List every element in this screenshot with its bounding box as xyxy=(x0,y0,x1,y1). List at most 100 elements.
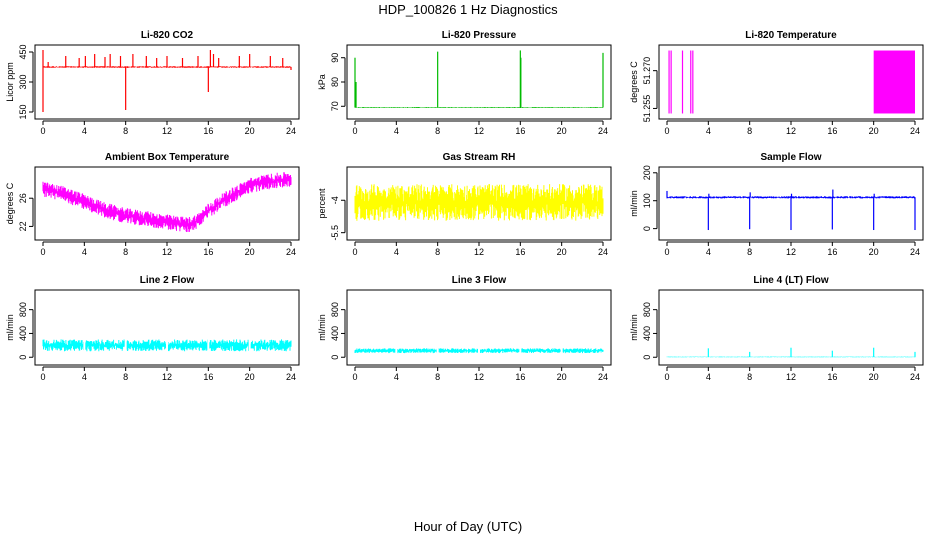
y-tick-label: 80 xyxy=(330,77,340,87)
x-tick-label: 24 xyxy=(598,247,608,257)
y-tick-label: 200 xyxy=(642,165,652,180)
x-tick-label: 16 xyxy=(827,247,837,257)
y-tick-label: 300 xyxy=(18,74,28,89)
plot-frame xyxy=(346,44,612,120)
panel-title: Li-820 Temperature xyxy=(745,30,837,41)
y-tick-label: 0 xyxy=(642,226,652,231)
x-tick-label: 0 xyxy=(664,372,669,382)
y-tick-label: 0 xyxy=(18,355,28,360)
x-tick-label: 8 xyxy=(747,126,752,136)
panel-title: Li-820 Pressure xyxy=(442,30,517,41)
y-tick-label: 800 xyxy=(18,302,28,317)
y-axis-title: percent xyxy=(317,188,327,219)
x-tick-label: 20 xyxy=(557,372,567,382)
x-tick-label: 12 xyxy=(786,126,796,136)
x-tick-label: 0 xyxy=(352,372,357,382)
series-band xyxy=(354,184,604,221)
plot-frame xyxy=(658,44,924,120)
y-tick-label: 22 xyxy=(18,221,28,231)
panel-title: Line 4 (LT) Flow xyxy=(753,275,829,286)
panel-1: Li-820 Pressure 0 4 8 12 16 20 24 70 80 90 kPa xyxy=(317,30,612,136)
data-series xyxy=(668,50,915,114)
x-tick-label: 8 xyxy=(747,372,752,382)
data-series xyxy=(42,172,292,232)
data-series xyxy=(42,50,292,112)
plot-frame xyxy=(34,289,300,366)
panel-title: Sample Flow xyxy=(760,152,821,163)
x-tick-label: 16 xyxy=(203,126,213,136)
y-tick-label: 400 xyxy=(18,326,28,341)
y-axis-title: ml/min xyxy=(317,314,327,341)
x-tick-label: 4 xyxy=(394,372,399,382)
x-tick-label: 8 xyxy=(123,372,128,382)
y-tick-label: 450 xyxy=(18,44,28,59)
x-tick-label: 4 xyxy=(394,247,399,257)
x-tick-label: 24 xyxy=(286,247,296,257)
x-axis-title: Hour of Day (UTC) xyxy=(414,519,522,534)
y-axis-title: degrees C xyxy=(629,61,639,103)
x-tick-label: 20 xyxy=(869,247,879,257)
panel-2: Li-820 Temperature 0 4 8 12 16 20 24 51.255 51.27… xyxy=(629,30,924,136)
y-tick-label: 51.255 xyxy=(642,95,652,123)
y-tick-label: 400 xyxy=(642,326,652,341)
data-series xyxy=(666,189,916,231)
plot-frame xyxy=(658,289,924,366)
data-series xyxy=(42,338,292,353)
x-tick-label: 4 xyxy=(82,247,87,257)
y-axis-title: kPa xyxy=(317,74,327,90)
x-tick-label: 16 xyxy=(515,247,525,257)
y-tick-label: 90 xyxy=(330,53,340,63)
y-tick-label: 800 xyxy=(330,302,340,317)
x-tick-label: 12 xyxy=(162,126,172,136)
x-tick-label: 0 xyxy=(352,247,357,257)
x-tick-label: 20 xyxy=(869,372,879,382)
y-tick-label: 0 xyxy=(642,355,652,360)
x-tick-label: 16 xyxy=(203,247,213,257)
x-tick-label: 16 xyxy=(515,126,525,136)
y-tick-label: 26 xyxy=(18,193,28,203)
y-tick-label: 51.270 xyxy=(642,57,652,85)
data-series xyxy=(666,347,916,358)
y-tick-label: 100 xyxy=(642,193,652,208)
x-tick-label: 12 xyxy=(474,372,484,382)
panel-3: Ambient Box Temperature 0 4 8 12 16 20 24 22 26de… xyxy=(5,152,300,257)
y-axis-title: ml/min xyxy=(629,190,639,217)
panel-title: Li-820 CO2 xyxy=(141,30,194,41)
figure-title: HDP_100826 1 Hz Diagnostics xyxy=(378,2,558,17)
plot-frame xyxy=(658,166,924,241)
x-tick-label: 12 xyxy=(474,247,484,257)
x-tick-label: 24 xyxy=(286,372,296,382)
x-tick-label: 12 xyxy=(786,247,796,257)
x-tick-label: 16 xyxy=(827,126,837,136)
plot-frame xyxy=(34,44,300,120)
y-tick-label: -4 xyxy=(330,196,340,204)
x-tick-label: 20 xyxy=(557,126,567,136)
x-tick-label: 0 xyxy=(352,126,357,136)
x-tick-label: 0 xyxy=(664,126,669,136)
series-band xyxy=(42,172,292,232)
x-tick-label: 4 xyxy=(82,372,87,382)
x-tick-label: 16 xyxy=(515,372,525,382)
x-tick-label: 0 xyxy=(40,247,45,257)
x-tick-label: 4 xyxy=(706,126,711,136)
y-tick-label: 400 xyxy=(330,326,340,341)
data-series xyxy=(354,347,604,354)
plot-frame xyxy=(34,166,300,241)
y-axis-title: ml/min xyxy=(5,314,15,341)
series-fill-block xyxy=(873,50,915,114)
x-tick-label: 4 xyxy=(706,372,711,382)
x-tick-label: 0 xyxy=(40,372,45,382)
x-tick-label: 20 xyxy=(869,126,879,136)
x-tick-label: 24 xyxy=(598,372,608,382)
x-tick-label: 12 xyxy=(162,247,172,257)
y-tick-label: 800 xyxy=(642,302,652,317)
x-tick-label: 12 xyxy=(474,126,484,136)
x-tick-label: 24 xyxy=(910,372,920,382)
y-tick-label: 150 xyxy=(18,104,28,119)
